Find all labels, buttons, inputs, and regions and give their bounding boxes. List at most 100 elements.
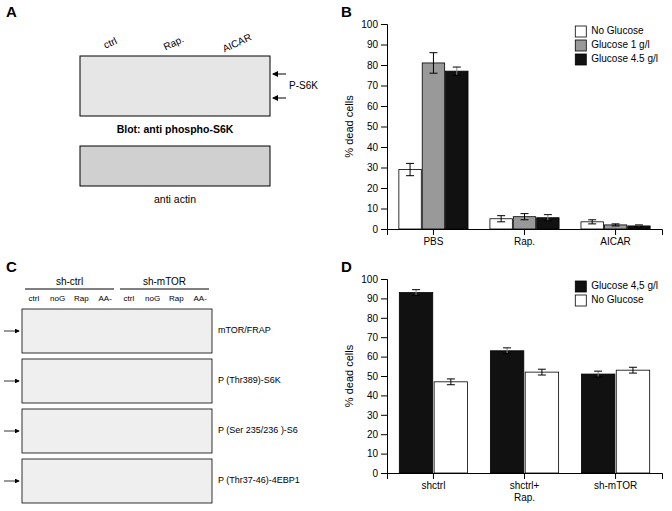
error-bar-stem [456,67,457,75]
blot-frame [22,309,212,353]
y-tick: 30 [367,410,387,421]
error-bar [635,225,643,227]
y-tick-label: 10 [367,448,379,459]
legend-swatch [575,40,586,51]
y-tick-mark [381,376,387,377]
lane-label: noG [50,294,65,303]
annotation: anti actin [154,193,196,205]
error-bar-cap [406,175,414,176]
y-tick-label: 20 [367,429,379,440]
y-tick-mark [381,395,387,396]
error-bar-cap [429,73,437,74]
y-tick-label: 0 [372,468,378,479]
bar [525,372,558,473]
y-tick-label: 70 [367,332,379,343]
bar [446,71,468,229]
blot-frame [22,359,212,403]
x-tick-label-line: shctrl+ [510,480,540,491]
error-bar-cap [635,224,643,225]
y-tick: 90 [367,293,387,304]
y-tick-mark [381,318,387,319]
x-tick: Rap. [514,229,535,247]
error-bar-cap [521,219,529,220]
error-bar-stem [598,371,599,377]
blot-frame [80,56,270,116]
row-label: P (Ser 235/236 )-S6 [218,425,298,435]
y-tick: 50 [367,371,387,382]
lane-label: Rap [74,294,89,303]
error-bar-cap [497,215,505,216]
y-tick-mark [381,357,387,358]
error-bar [429,53,437,73]
bar [399,170,421,229]
error-bar-stem [450,379,451,385]
panel: Dshctrlshctrl+Rap.sh-mTOR010203040506070… [341,258,663,503]
x-tick-label: shctrl+Rap. [510,480,540,503]
y-tick: 40 [367,390,387,401]
error-bar [497,216,505,222]
panel-label: C [6,258,17,275]
plot-area [399,290,649,473]
error-bar-cap [503,353,511,354]
lane-label: noG [145,294,160,303]
error-bar-stem [524,214,525,220]
lane-label: Rap. [162,33,186,52]
legend-label: Glucose 4.5 g/l [591,53,658,64]
annotation: P-S6K [289,80,318,91]
error-bar-stem [632,367,633,373]
band-arrow [4,381,19,382]
x-tick: shctrl+Rap. [510,473,540,503]
error-bar [538,369,546,375]
y-tick-label: 50 [367,371,379,382]
band-arrow [273,98,286,99]
error-bar [612,224,620,226]
error-bar-cap [612,225,620,226]
error-bar-cap [538,369,546,370]
legend-label: No Glucose [591,294,644,305]
error-bar-cap [406,163,414,164]
row-label: mTOR/FRAP [218,325,271,335]
plot-area [399,53,650,229]
x-tick-label: shctrl [421,480,445,491]
legend-item: Glucose 1 g/l [575,39,649,51]
error-bar [544,215,552,221]
y-tick: 20 [367,183,387,194]
y-tick-label: 90 [367,293,379,304]
panel: BPBSRap.AICAR0102030405060708090100% dea… [341,3,663,247]
y-tick-label: 40 [367,142,379,153]
x-axis-line [388,230,663,236]
error-bar-cap [453,67,461,68]
error-bar-cap [594,371,602,372]
x-tick-mark [524,473,525,479]
y-tick: 50 [367,121,387,132]
y-tick-label: 100 [361,274,378,285]
y-tick-label: 30 [367,162,379,173]
lane-label: Rap [169,294,184,303]
bar [490,351,523,473]
bar [422,63,444,229]
y-tick-mark [381,65,387,66]
x-tick-label-line: Rap. [514,492,535,503]
error-bar [594,371,602,377]
y-tick-mark [381,24,387,25]
error-bar [406,163,414,175]
y-tick-label: 100 [361,19,378,30]
x-tick-mark [524,229,525,235]
x-tick-label: sh-mTOR [594,480,637,491]
x-tick-mark [615,229,616,235]
annotation: Blot: anti phospho-S6K [117,123,234,135]
x-tick: sh-mTOR [594,473,637,491]
y-axis: 0102030405060708090100 [361,274,387,479]
y-tick: 10 [367,203,387,214]
band-arrow [273,74,286,75]
y-axis-title: % dead cells [343,95,355,158]
y-tick-mark [381,168,387,169]
error-bar-cap [503,347,511,348]
error-bar-cap [412,289,420,290]
y-tick-label: 70 [367,80,379,91]
error-bar-cap [629,373,637,374]
y-tick: 30 [367,162,387,173]
y-tick: 60 [367,351,387,362]
blot-frame [22,459,212,503]
y-tick-mark [381,86,387,87]
